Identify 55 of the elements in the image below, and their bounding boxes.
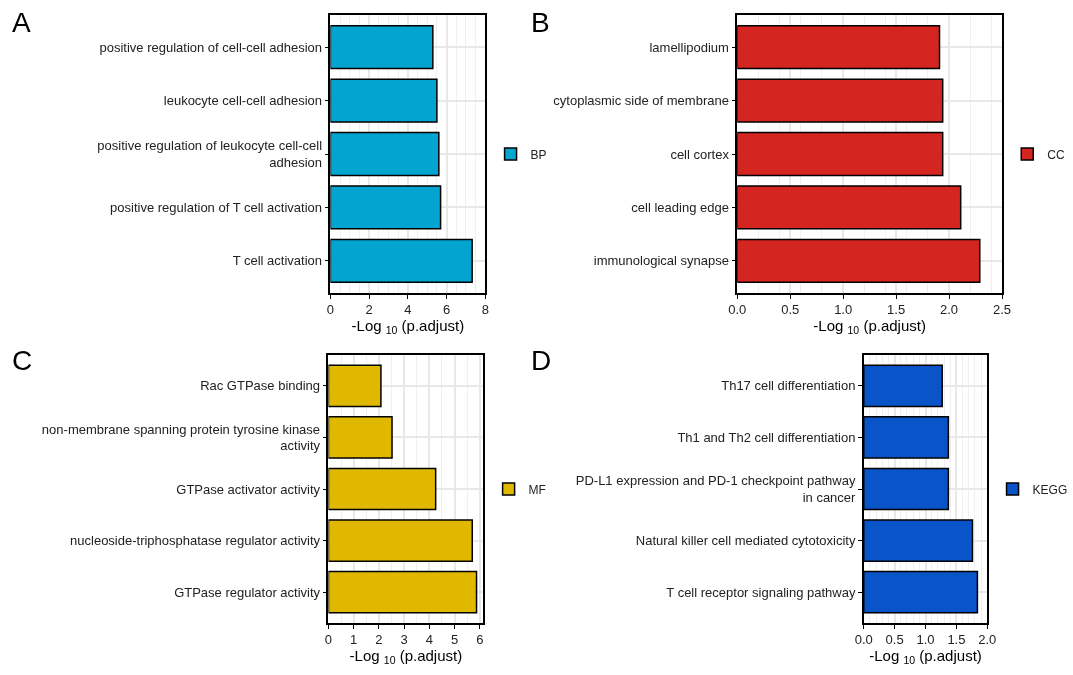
y-tick-label: positive regulation of leukocyte cell-cell adhesion [97, 138, 323, 170]
y-tick-label: immunological synapse [593, 253, 729, 269]
x-tick-label: 6 [442, 302, 451, 318]
x-axis-title: -Log $_{10}$ (p.adjust) [869, 647, 982, 667]
text: A [12, 7, 31, 38]
text: D [531, 345, 552, 376]
x-tick-label: 0 [324, 632, 333, 648]
y-tick-label: positive regulation of cell-cell adhesion [99, 39, 323, 55]
y-tick-label: GTPase regulator activity [174, 584, 321, 600]
x-tick-label: 8 [481, 302, 489, 318]
y-tick-label: nucleoside-triphosphatase regulator activity [70, 533, 321, 549]
x-tick-label: 0.0 [728, 302, 747, 318]
x-tick-label: 1.0 [834, 302, 853, 318]
x-tick-label: 5 [450, 632, 459, 648]
x-tick-label: 3 [400, 632, 408, 648]
legend-label: MF [528, 482, 546, 497]
y-tick-label: cell leading edge [631, 200, 729, 216]
x-tick-label: 2.0 [978, 632, 997, 648]
x-axis-title: -Log $_{10}$ (p.adjust) [351, 317, 465, 337]
y-tick-label: GTPase activator activity [176, 481, 321, 497]
legend-label: CC [1047, 147, 1065, 162]
text: C [12, 345, 33, 376]
y-tick-label: T cell activation [232, 253, 323, 269]
y-tick-label: Rac GTPase binding [200, 378, 321, 394]
x-tick-label: 2 [375, 632, 383, 648]
chart-title: B [531, 7, 550, 38]
legend-label: KEGG [1032, 482, 1068, 497]
legend-label: BP [530, 147, 547, 162]
y-tick-label: PD-L1 expression and PD-1 checkpoint pathway in cancer [575, 473, 857, 505]
y-tick-label: T cell receptor signaling pathway [666, 584, 856, 600]
x-tick-label: 4 [404, 302, 412, 318]
y-tick-label: non-membrane spanning protein tyrosine kinase activity [41, 421, 321, 454]
x-tick-label: 2.5 [992, 302, 1012, 318]
y-tick-label: Th17 cell differentiation [721, 378, 856, 394]
x-tick-label: 0 [326, 302, 335, 318]
y-tick-label: leukocyte cell-cell adhesion [163, 93, 323, 109]
y-tick-label: positive regulation of T cell activation [110, 200, 323, 216]
x-tick-label: 4 [425, 632, 433, 648]
x-tick-label: 2.0 [940, 302, 959, 318]
x-tick-label: 1.5 [947, 632, 966, 648]
y-tick-label: Natural killer cell mediated cytotoxicity [635, 533, 856, 549]
x-tick-label: 1.5 [887, 302, 906, 318]
y-tick-label: Th1 and Th2 cell differentiation [677, 430, 856, 446]
y-tick-label: cell cortex [670, 146, 730, 162]
x-tick-label: 0.0 [854, 632, 873, 648]
x-tick-label: 1.0 [916, 632, 935, 648]
x-tick-label: 1 [350, 632, 358, 648]
x-tick-label: 0.5 [885, 632, 904, 648]
x-axis-title: -Log $_{10}$ (p.adjust) [349, 647, 463, 667]
x-axis-title: -Log $_{10}$ (p.adjust) [813, 317, 926, 337]
x-tick-label: 6 [476, 632, 484, 648]
y-tick-label: lamellipodium [649, 39, 729, 55]
x-tick-label: 2 [365, 302, 373, 318]
x-tick-label: 0.5 [781, 302, 800, 318]
y-tick-label: cytoplasmic side of membrane [553, 93, 729, 109]
